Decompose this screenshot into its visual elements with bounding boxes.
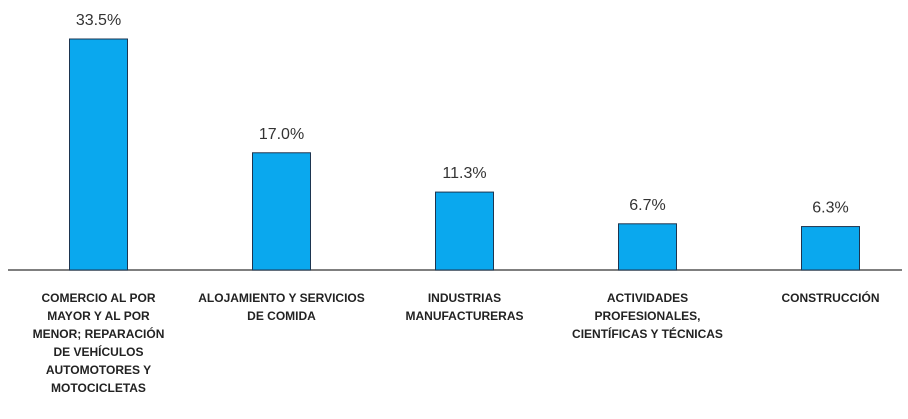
bar [618,223,677,271]
value-label: 33.5% [76,12,121,29]
value-label: 6.3% [812,200,848,217]
bar [801,226,860,271]
x-tick-label: CONSTRUCCIÓN [781,291,880,305]
bar [435,191,494,271]
bar [69,38,128,271]
value-label: 6.7% [629,197,665,214]
bar [252,152,311,271]
value-label: 17.0% [259,126,304,143]
x-tick-label: INDUSTRIAS MANUFACTURERAS [405,291,524,323]
x-tick-label: ACTIVIDADES PROFESIONALES, CIENTÍFICAS Y… [572,291,723,341]
x-tick-label: COMERCIO AL POR MAYOR Y AL POR MENOR; RE… [32,291,165,395]
value-label: 11.3% [442,165,486,182]
x-tick-label: ALOJAMIENTO Y SERVICIOS DE COMIDA [198,291,365,323]
